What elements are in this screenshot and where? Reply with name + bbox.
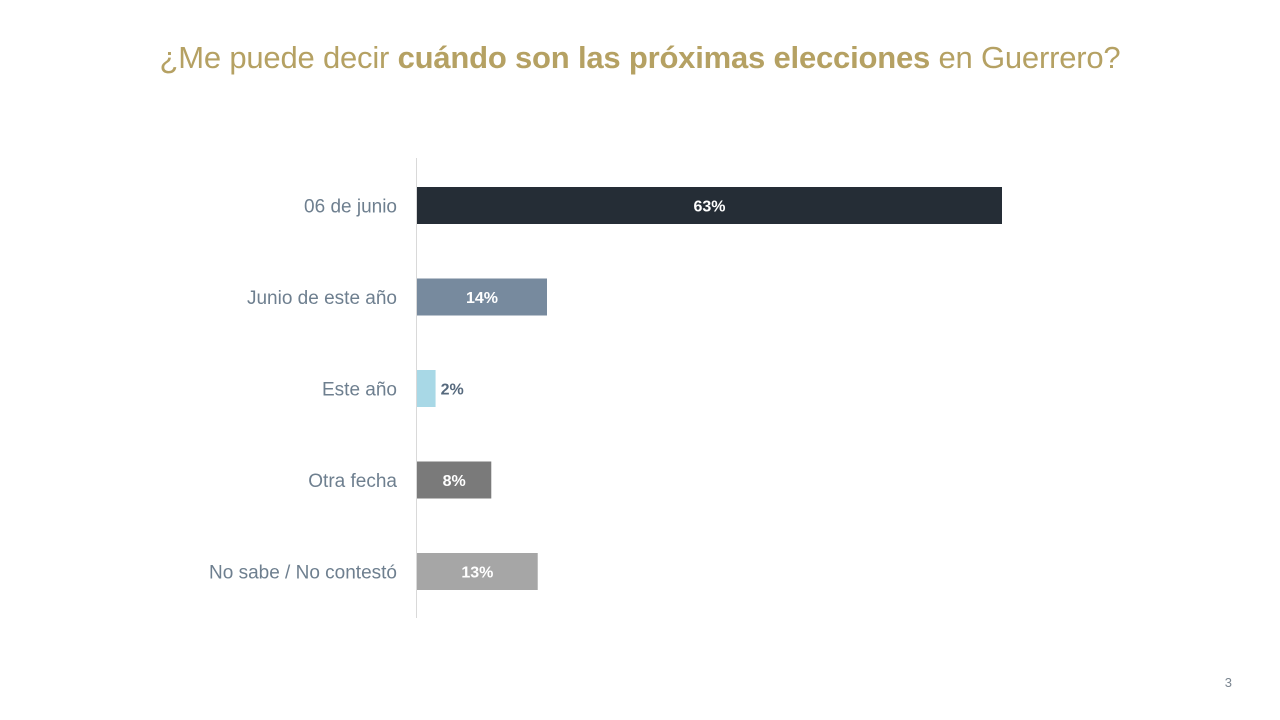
data-label: 63%: [693, 199, 725, 216]
category-label: Junio de este año: [247, 288, 397, 309]
bar-4: [417, 461, 492, 499]
title-part-regular: ¿Me puede decir: [159, 40, 398, 75]
data-label: 8%: [443, 473, 466, 490]
bar-2: [417, 278, 547, 316]
data-label: 14%: [466, 290, 498, 307]
category-label: No sabe / No contestó: [209, 563, 397, 584]
bar-1: [417, 187, 1002, 224]
slide-title: ¿Me puede decir cuándo son las próximas …: [0, 40, 1280, 76]
page-number: 3: [1224, 675, 1232, 690]
data-label: 13%: [461, 565, 493, 582]
category-label: 06 de junio: [304, 197, 397, 218]
category-label: Este año: [322, 380, 397, 401]
data-label: 2%: [441, 382, 464, 399]
bar-5: [417, 553, 538, 590]
title-part-regular-end: en Guerrero?: [930, 40, 1121, 75]
title-part-bold: cuándo son las próximas elecciones: [397, 40, 931, 75]
category-label: Otra fecha: [308, 471, 397, 492]
bar-3: [417, 370, 436, 407]
